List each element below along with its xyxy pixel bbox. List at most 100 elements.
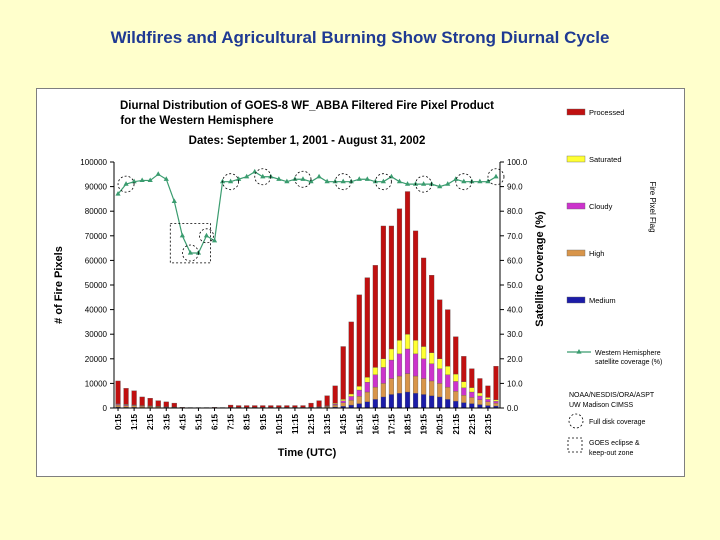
- y-tick-label: 70000: [85, 232, 108, 241]
- bar-high-46: [485, 401, 491, 406]
- bar-medium-36: [404, 391, 411, 409]
- bar-high-32: [372, 386, 378, 400]
- bar-high-45: [477, 399, 483, 405]
- chart-subtitle: for the Western Hemisphere: [120, 115, 273, 127]
- bar-saturated-47: [493, 399, 499, 402]
- full-disk-circle-1: [117, 175, 135, 193]
- bar-high-42: [453, 391, 459, 402]
- y2-tick-label: 60.0: [507, 256, 523, 265]
- y-tick-label: 90000: [85, 183, 108, 192]
- coverage-point-28: [340, 178, 346, 184]
- y2-tick-label: 10.0: [507, 379, 523, 388]
- x-tick-label: 9:15: [259, 413, 268, 430]
- x-tick-label: 5:15: [194, 413, 203, 430]
- bar-processed-2: [131, 390, 137, 406]
- bar-processed-41: [445, 309, 451, 367]
- bar-saturated-44: [469, 387, 475, 393]
- bar-high-43: [461, 395, 467, 403]
- bar-high-39: [429, 380, 435, 396]
- source-line-1: NOAA/NESDIS/ORA/ASPT: [569, 392, 655, 399]
- x-tick-label: 0:15: [114, 413, 123, 430]
- y2-tick-label: 80.0: [507, 207, 523, 216]
- bar-processed-3: [139, 396, 145, 406]
- x-tick-label: 18:15: [404, 413, 413, 434]
- bar-high-28: [340, 402, 346, 407]
- eclipse-label-line-1: GOES eclipse &: [589, 440, 640, 447]
- full-disk-circle-47: [487, 168, 505, 186]
- full-disk-circle-23: [294, 170, 312, 188]
- bar-processed-17: [252, 405, 258, 408]
- bar-processed-45: [477, 378, 483, 394]
- bar-high-2: [131, 405, 137, 408]
- x-tick-label: 13:15: [323, 413, 332, 434]
- full-disk-circle-9: [181, 244, 199, 262]
- eclipse-key-box: [567, 437, 583, 453]
- bar-high-1: [123, 405, 129, 408]
- coverage-point-31: [364, 176, 370, 181]
- x-tick-label: 12:15: [307, 413, 316, 434]
- x-tick-label: 17:15: [387, 413, 396, 434]
- x-tick-label: 22:15: [468, 413, 477, 434]
- bar-cloudy-29: [348, 396, 354, 401]
- coverage-point-16: [244, 173, 250, 179]
- coverage-point-0: [115, 190, 121, 196]
- bar-medium-35: [396, 393, 403, 409]
- coverage-point-43: [461, 178, 467, 184]
- coverage-point-20: [276, 176, 282, 181]
- bar-medium-33: [380, 396, 386, 409]
- bar-cloudy-44: [469, 391, 475, 398]
- legend-label-cloudy: Cloudy: [589, 202, 613, 211]
- x-tick-label: 6:15: [211, 413, 220, 430]
- coverage-point-6: [163, 176, 169, 181]
- coverage-point-46: [485, 178, 491, 184]
- y2-axis-label: Satellite Coverage (%): [534, 211, 546, 327]
- bar-medium-30: [356, 403, 362, 409]
- y2-tick-label: 40.0: [507, 306, 523, 315]
- bar-processed-16: [244, 405, 250, 408]
- bar-high-30: [356, 396, 362, 404]
- coverage-point-3: [139, 177, 145, 183]
- source-line-2: UW Madison CIMSS: [569, 402, 634, 409]
- bar-processed-26: [324, 395, 330, 406]
- bar-high-33: [380, 383, 386, 398]
- full-disk-circle-38: [415, 175, 433, 193]
- legend-label-processed: Processed: [589, 108, 624, 117]
- bar-medium-38: [421, 394, 427, 409]
- full-disk-key-circle: [568, 413, 584, 429]
- y-tick-label: 30000: [85, 330, 108, 339]
- bar-processed-36: [404, 191, 411, 335]
- coverage-point-15: [236, 176, 242, 181]
- legend-swatch-cloudy: [566, 202, 586, 210]
- bar-high-41: [445, 386, 451, 400]
- x-axis-label: Time (UTC): [278, 447, 337, 459]
- bar-medium-32: [372, 399, 378, 409]
- x-tick-label: 7:15: [227, 413, 236, 430]
- bar-processed-14: [228, 404, 234, 408]
- chart-date-range: Dates: September 1, 2001 - August 31, 20…: [189, 135, 426, 147]
- bar-processed-47: [493, 366, 499, 401]
- full-disk-label: Full disk coverage: [589, 419, 646, 426]
- bar-processed-42: [453, 336, 459, 375]
- x-tick-label: 23:15: [484, 413, 493, 434]
- coverage-point-5: [155, 171, 161, 176]
- bar-processed-33: [380, 225, 386, 359]
- coverage-point-42: [453, 176, 459, 181]
- bar-saturated-34: [388, 348, 394, 361]
- bar-processed-46: [485, 385, 491, 398]
- slide-title: Wildfires and Agricultural Burning Show …: [110, 28, 610, 47]
- legend-label-saturated: Saturated: [589, 155, 622, 164]
- coverage-point-17: [252, 168, 258, 174]
- y-tick-label: 100000: [80, 158, 107, 167]
- bar-cloudy-41: [445, 374, 451, 388]
- y-tick-label: 10000: [85, 379, 108, 388]
- y2-tick-label: 100.0: [507, 158, 528, 167]
- legend-label-medium: Medium: [589, 296, 616, 305]
- bar-processed-40: [437, 299, 443, 359]
- bar-processed-5: [155, 400, 161, 407]
- bar-cloudy-45: [477, 395, 483, 400]
- legend-side-label: Fire Pixel Flag: [648, 181, 657, 232]
- x-tick-label: 14:15: [339, 413, 348, 434]
- x-tick-label: 11:15: [291, 413, 300, 434]
- bar-saturated-42: [453, 373, 459, 382]
- bar-processed-30: [356, 294, 362, 387]
